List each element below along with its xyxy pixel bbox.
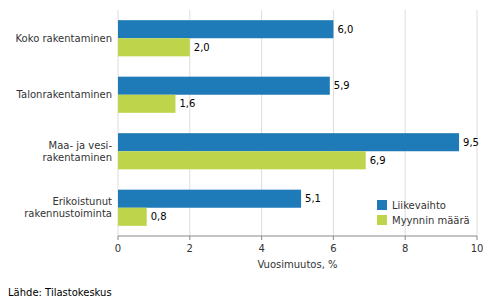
data-label: 1,6: [179, 98, 195, 109]
grid-line: [477, 10, 478, 236]
footnote: Lähde: Tilastokeskus: [8, 287, 112, 298]
x-tick-label: 0: [115, 243, 121, 254]
legend-swatch: [377, 215, 387, 225]
data-label: 5,1: [305, 193, 321, 204]
y-tick-label: Koko rakentaminen: [16, 33, 112, 44]
x-tick-label: 4: [258, 243, 264, 254]
chart-svg: 0 2 4 6 8 10 5,1 9,5 5,9 6,0 0,8 6,9 1,6 2,0 Erikoistu…: [0, 0, 493, 304]
tick-mark: [333, 236, 334, 240]
bar: [118, 151, 366, 169]
x-tick-label: 6: [330, 243, 336, 254]
x-tick-label: 8: [402, 243, 408, 254]
tick-mark: [118, 236, 119, 240]
bar: [118, 208, 147, 226]
legend: Liikevaihto Myynnin määrä: [377, 200, 470, 226]
y-tick-label: Talonrakentaminen: [16, 89, 112, 100]
tick-mark: [189, 236, 190, 240]
bar: [118, 38, 190, 56]
bar: [118, 190, 301, 208]
y-tick-label: Maa- ja vesi-rakentaminen: [42, 140, 112, 163]
x-axis-label: Vuosimuutos, %: [257, 259, 337, 270]
data-label: 9,5: [463, 137, 479, 148]
bars: [118, 20, 459, 226]
tick-mark: [405, 236, 406, 240]
legend-label: Myynnin määrä: [392, 215, 470, 226]
y-tick-label: Erikoistunutrakennustoiminta: [24, 196, 112, 219]
tick-mark: [261, 236, 262, 240]
chart-container: 0 2 4 6 8 10 5,1 9,5 5,9 6,0 0,8 6,9 1,6 2,0 Erikoistu…: [0, 0, 493, 304]
bar: [118, 20, 333, 38]
tick-mark: [477, 236, 478, 240]
legend-swatch: [377, 200, 387, 210]
grid: [118, 10, 477, 240]
data-label: 6,0: [337, 24, 353, 35]
x-tick-label: 2: [187, 243, 193, 254]
data-label: 0,8: [151, 211, 167, 222]
data-label: 6,9: [370, 155, 386, 166]
data-label: 5,9: [334, 80, 350, 91]
x-tick-label: 10: [471, 243, 484, 254]
bar: [118, 95, 175, 113]
bar: [118, 77, 330, 95]
data-label: 2,0: [194, 42, 210, 53]
x-axis-line: [118, 236, 477, 237]
grid-line: [333, 10, 334, 236]
legend-label: Liikevaihto: [392, 200, 446, 211]
bar: [118, 133, 459, 151]
